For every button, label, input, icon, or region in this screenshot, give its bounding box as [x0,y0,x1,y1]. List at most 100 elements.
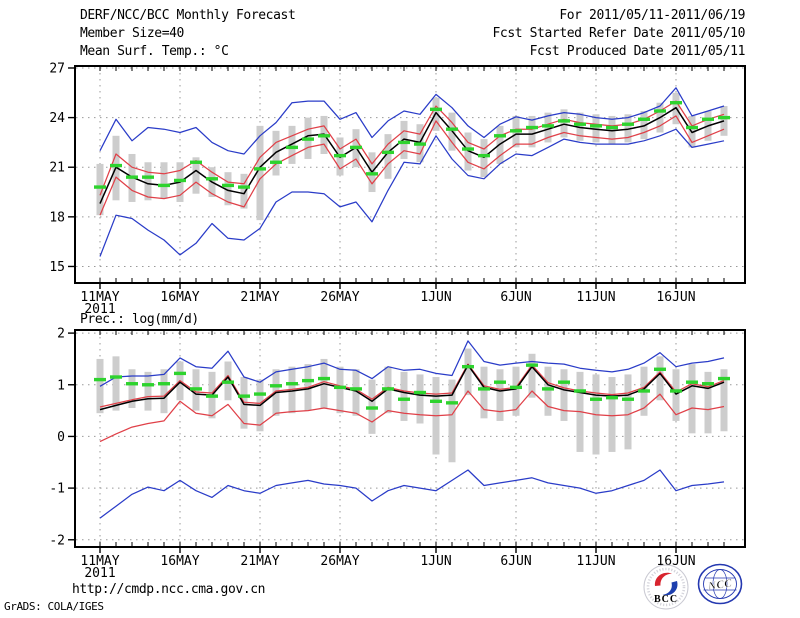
gray-spread-bars [480,139,488,178]
x-tick-label: 26MAY [320,290,359,305]
gray-spread-bars [576,112,584,141]
x-tick-label: 6JUN [500,554,531,569]
bcc-logo-blue-swirl [662,581,678,596]
ncc-logo: NCC [697,563,743,605]
gray-spread-bars [160,369,168,414]
plot-frame [74,65,746,284]
gray-spread-bars [416,374,424,424]
gray-spread-bars [720,369,728,432]
y-tick-label: 2 [57,327,65,342]
x-tick-label: 11JUN [576,290,615,305]
blue-upper-line [99,340,725,387]
temp-chart-title: Mean Surf. Temp.: °C [80,44,229,59]
gray-spread-bars [464,348,472,396]
gray-spread-bars [608,115,616,145]
y-tick-label: 18 [49,210,65,225]
gray-spread-bars [336,366,344,414]
fcst-refer-date-label: Fcst Started Refer Date 2011/05/10 [492,26,745,41]
x-tick-label: 1JUN [420,290,451,305]
bcc-logo: BCC [643,564,689,610]
x-tick-label: 21MAY [240,290,279,305]
gray-spread-bars [624,374,632,450]
x-tick-label: 16MAY [160,290,199,305]
ncc-logo-outer-ring [697,563,743,605]
red-lower-line [99,115,725,216]
y-tick-label: -1 [49,482,65,497]
gray-spread-bars [656,356,664,401]
forecast-range-label: For 2011/05/11-2011/06/19 [559,8,745,23]
ncc-logo-label: NCC [706,577,733,592]
gray-spread-bars [112,356,120,411]
x-tick-year-label: 2011 [84,566,115,581]
gray-spread-bars [688,364,696,434]
gray-spread-bars [400,371,408,421]
x-tick-label: 11MAY [80,290,119,305]
bcc-logo-label: BCC [654,594,678,605]
gray-spread-bars [448,379,456,463]
red-lower-line [99,390,725,443]
gray-spread-bars [352,369,360,416]
gray-spread-bars [256,125,264,221]
gray-spread-bars [496,369,504,421]
black-mean-line [99,106,725,204]
gray-spread-bars [480,366,488,419]
gray-spread-bars [144,371,152,411]
y-tick-label: 15 [49,260,65,275]
prec-chart-title: Prec.: log(mm/d) [80,312,199,327]
bcc-logo-red-swirl [654,572,672,586]
x-tick-label: 16MAY [160,554,199,569]
gray-spread-bars [608,377,616,452]
y-tick-label: 27 [49,61,65,76]
ncc-logo-meridian [712,569,728,599]
blue-lower-line [99,128,725,257]
page-title: DERF/NCC/BCC Monthly Forecast [80,8,296,23]
bcc-logo-ring [643,564,689,610]
gray-spread-bars [512,366,520,416]
x-tick-label: 26MAY [320,554,359,569]
gray-spread-bars [528,353,536,398]
gray-spread-bars [432,97,440,131]
y-tick-label: 1 [57,378,65,393]
gray-spread-bars [592,114,600,143]
y-tick-label: 24 [49,111,65,126]
x-tick-label: 11JUN [576,554,615,569]
x-tick-year-label: 2011 [84,302,115,317]
agency-logos: BCC NCC [643,563,743,610]
gray-spread-bars [560,109,568,138]
gray-spread-bars [128,369,136,409]
red-upper-line [99,100,725,196]
gray-spread-bars [224,172,232,206]
x-tick-label: 21MAY [240,554,279,569]
gray-spread-bars [640,110,648,140]
gray-spread-bars [144,162,152,201]
x-tick-label: 6JUN [500,290,531,305]
fcst-produced-date-label: Fcst Produced Date 2011/05/11 [529,44,746,59]
member-size-label: Member Size=40 [80,26,184,41]
plot-frame [74,329,746,548]
gray-spread-bars [560,369,568,421]
gray-spread-bars [240,173,248,209]
x-tick-label: 11MAY [80,554,119,569]
gray-spread-bars [192,157,200,194]
gray-spread-bars [544,366,552,416]
black-mean-line [99,364,725,411]
y-tick-label: -2 [49,533,65,548]
blue-upper-line [99,87,725,155]
grads-credit: GrADS: COLA/IGES [4,600,104,613]
red-upper-line [99,363,725,408]
gray-spread-bars [672,369,680,421]
source-url: http://cmdp.ncc.cma.gov.cn [72,582,266,597]
gray-spread-bars [160,162,168,199]
y-tick-label: 21 [49,161,65,176]
gray-spread-bars [624,114,632,143]
y-tick-label: 0 [57,430,65,445]
blue-lower-line [99,469,725,519]
gray-spread-bars [528,115,536,148]
gray-spread-bars [704,371,712,434]
bcc-logo-microtext-ring [646,567,686,607]
gray-spread-bars [384,134,392,179]
